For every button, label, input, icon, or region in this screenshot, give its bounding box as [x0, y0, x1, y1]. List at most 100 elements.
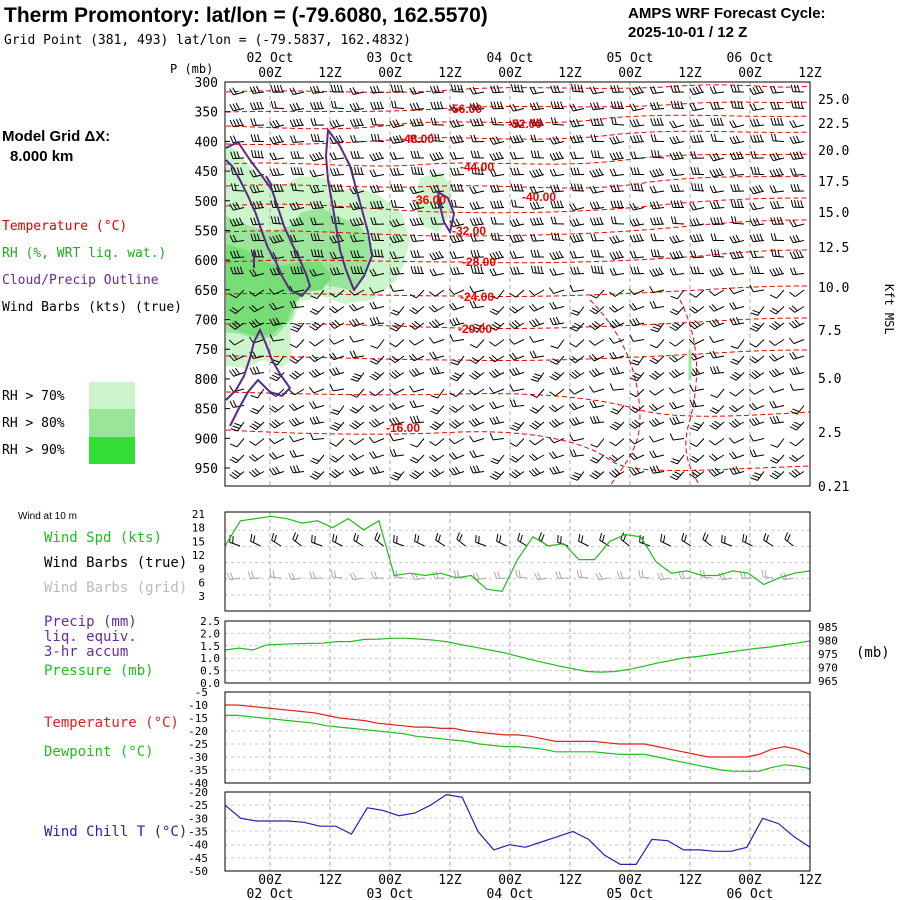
wind-barb-flag: [390, 476, 398, 481]
wind-barb-flag: [369, 154, 374, 161]
wind-barb-flag: [350, 378, 358, 382]
wind-barb: [375, 372, 385, 381]
wind-barb-flag: [773, 217, 777, 225]
wind-barb-flag: [569, 284, 574, 292]
wind-barb-flag: [269, 121, 274, 129]
wind-barb-flag: [691, 352, 698, 360]
wind-barb: [272, 222, 285, 225]
wind-barbs: [228, 84, 805, 481]
wind-barb: [613, 372, 625, 376]
wind-barb-flag: [531, 422, 539, 428]
wind-barb: [374, 405, 385, 412]
wind-barb: [296, 339, 305, 348]
wind-barb-flag: [651, 419, 658, 426]
wind-barb-flag: [788, 472, 796, 478]
wind-barb-flag: [509, 442, 517, 447]
wind-barb-flag: [533, 118, 537, 126]
wind-barb: [576, 306, 585, 316]
wind-barb-flag: [430, 232, 434, 241]
wind-barb-flag: [497, 233, 500, 241]
wind-barb-flag: [634, 372, 642, 377]
wind-barb-flag: [652, 450, 657, 458]
wind-barb-flag: [277, 216, 280, 224]
wind-barb-true-flag: [478, 536, 480, 544]
wind-barb-flag: [675, 135, 680, 143]
wind-barb: [515, 454, 525, 463]
wind-barb-flag: [769, 309, 777, 315]
wind-barb-flag: [769, 416, 774, 424]
wind-barb-flag: [389, 120, 394, 128]
wind-barb: [594, 339, 605, 346]
wind-barb: [434, 454, 445, 462]
wind-barb: [376, 355, 385, 365]
wind-barb-flag: [589, 86, 594, 94]
wind-barb: [393, 438, 405, 442]
wind-barb: [233, 405, 245, 408]
wind-barb-flag: [553, 200, 557, 208]
wind-barb: [255, 438, 265, 446]
wind-barb-flag: [692, 368, 697, 376]
bottom-date-axis: 02 Oct 03 Oct 04 Oct 05 Oct 06 Oct: [247, 887, 774, 900]
wind-barb: [796, 421, 805, 431]
isotherm-line: [679, 299, 701, 487]
wind-barb: [412, 141, 425, 143]
wind-barb-flag: [451, 405, 459, 411]
wind-barb-true-flag: [435, 533, 439, 541]
wind-barb-flag: [530, 118, 534, 126]
wind-barb-flag: [450, 199, 454, 208]
wind-barb-flag: [493, 184, 497, 193]
wind-barb-flag: [433, 217, 437, 225]
wind-barb-flag: [708, 455, 715, 462]
wind-barb-flag: [610, 101, 614, 109]
wind-barb-grid: [537, 577, 548, 581]
wind-barb-flag: [752, 418, 758, 425]
wind-barb-flag: [476, 102, 480, 110]
wind-barb: [513, 355, 525, 361]
axis-tick-label: 3: [198, 590, 205, 603]
wind-barb-flag: [289, 119, 294, 127]
wind-barb: [512, 273, 525, 275]
wind-barb-flag: [592, 201, 597, 209]
wind-barb-flag: [774, 133, 777, 142]
wind-barb-grid-flag: [226, 572, 231, 580]
wind-barb-flag: [491, 323, 499, 329]
wind-barb: [415, 289, 425, 299]
wind-barb: [414, 339, 425, 346]
wind-barb-flag: [318, 151, 324, 159]
wind-barb-flag: [594, 150, 597, 158]
wind-barb-flag: [239, 118, 244, 126]
wind-barb-flag: [312, 185, 317, 193]
wind-barb-flag: [533, 233, 537, 242]
wind-barb-grid-flag: [432, 571, 436, 579]
wind-barb-flag: [474, 323, 482, 328]
wind-barb-flag: [470, 134, 474, 143]
wind-barb: [616, 405, 625, 415]
wind-barb: [233, 372, 245, 377]
wind-barbs-true: [229, 532, 794, 547]
wind-barb-flag: [616, 184, 620, 192]
time-tick-label: 12Z: [318, 873, 342, 888]
wind-barb: [733, 471, 745, 475]
wind-barb-flag: [712, 350, 717, 358]
wind-barb-flag: [329, 307, 336, 314]
wind-barb-flag: [550, 345, 558, 349]
wind-barb-flag: [749, 327, 757, 332]
wind-barb-flag: [414, 368, 421, 375]
wind-barb-flag: [353, 151, 357, 159]
wind-barb: [793, 322, 805, 329]
wind-barb-grid-flag: [576, 569, 580, 578]
wind-barb-true-flag: [580, 535, 584, 543]
wind-barb-flag: [320, 249, 324, 258]
wind-barb-flag: [729, 406, 736, 413]
wind-barb: [413, 207, 425, 211]
wind-barb-flag: [529, 409, 537, 414]
wind-barb-flag: [492, 457, 500, 462]
wind-barb-flag: [449, 392, 457, 398]
wind-barb-flag: [329, 121, 334, 128]
wind-barb: [636, 372, 645, 382]
wind-barb-flag: [333, 84, 337, 93]
wind-barb-flag: [289, 203, 294, 211]
wind-barb-true: [681, 539, 692, 547]
wind-barb-flag: [574, 84, 577, 92]
wind-barb-flag: [590, 118, 594, 126]
